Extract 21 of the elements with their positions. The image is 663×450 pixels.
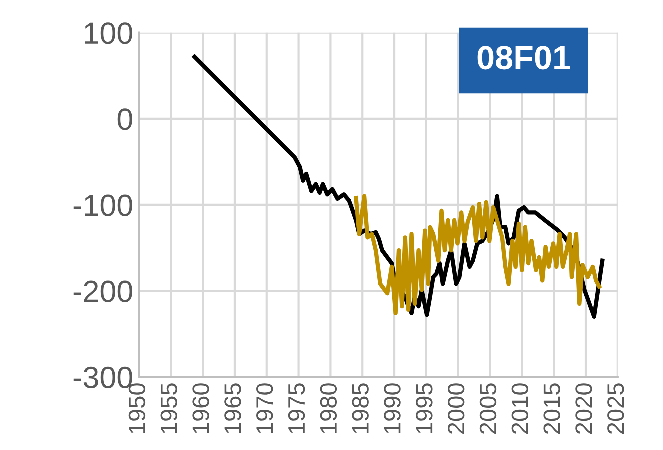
x-tick-label: 1990: [384, 384, 401, 434]
x-tick-label: 1960: [192, 384, 210, 434]
x-tick-label: 2025: [608, 384, 624, 434]
y-tick-label: -100: [74, 194, 132, 216]
y-tick-label: 0: [118, 108, 132, 130]
x-tick-label: 2000: [448, 384, 465, 434]
y-tick-label: 100: [85, 22, 132, 44]
x-tick-label: 1955: [160, 384, 178, 434]
x-tick-label: 2005: [480, 384, 497, 434]
x-tick-label: 2015: [544, 384, 560, 434]
x-tick-label: 1995: [416, 384, 433, 434]
x-tick-label: 1985: [352, 384, 369, 434]
x-tick-label: 1970: [256, 384, 274, 434]
x-tick-label: 2020: [576, 384, 592, 434]
y-tick-label: -200: [74, 280, 132, 302]
x-tick-label: 2010: [512, 384, 529, 434]
x-tick-label: 1980: [320, 384, 338, 434]
annotation: 08F01: [478, 46, 570, 70]
line-series: [354, 194, 602, 316]
x-tick-label: 1975: [288, 384, 306, 434]
x-tick-label: 1965: [224, 384, 242, 434]
